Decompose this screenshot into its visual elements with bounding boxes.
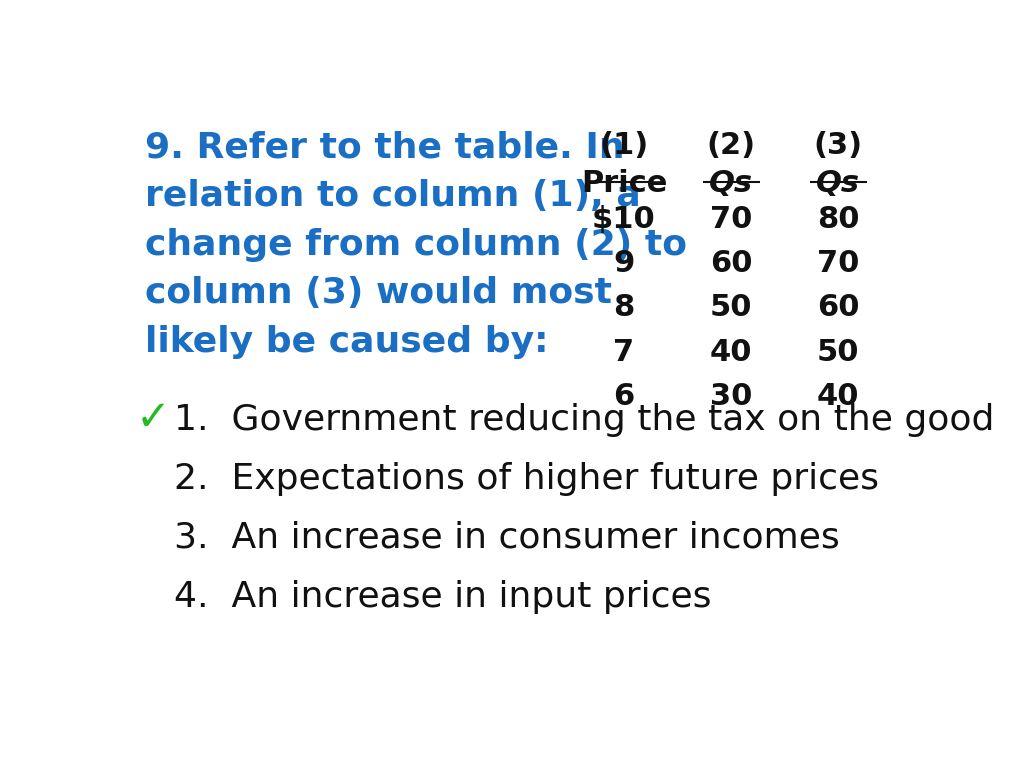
Text: (3): (3)	[814, 131, 863, 160]
Text: Qs: Qs	[816, 169, 860, 198]
Text: 80: 80	[817, 204, 859, 233]
Text: 50: 50	[710, 293, 753, 323]
Text: 40: 40	[817, 382, 859, 411]
Text: Price: Price	[581, 169, 668, 198]
Text: 70: 70	[710, 204, 753, 233]
Text: likely be caused by:: likely be caused by:	[145, 325, 549, 359]
Text: column (3) would most: column (3) would most	[145, 276, 612, 310]
Text: 9: 9	[613, 249, 635, 278]
Text: (2): (2)	[707, 131, 756, 160]
Text: change from column (2) to: change from column (2) to	[145, 227, 687, 262]
Text: 1.  Government reducing the tax on the good: 1. Government reducing the tax on the go…	[174, 402, 994, 437]
Text: 7: 7	[613, 338, 635, 366]
Text: 4.  An increase in input prices: 4. An increase in input prices	[174, 580, 712, 614]
Text: 8: 8	[613, 293, 635, 323]
Text: 6: 6	[613, 382, 635, 411]
Text: 60: 60	[817, 293, 859, 323]
Text: ✓: ✓	[136, 397, 171, 439]
Text: $10: $10	[592, 204, 656, 233]
Text: 9. Refer to the table. In: 9. Refer to the table. In	[145, 131, 625, 164]
Text: (1): (1)	[599, 131, 648, 160]
Text: 2.  Expectations of higher future prices: 2. Expectations of higher future prices	[174, 462, 879, 496]
Text: 30: 30	[710, 382, 753, 411]
Text: 70: 70	[817, 249, 859, 278]
Text: 50: 50	[817, 338, 859, 366]
Text: relation to column (1), a: relation to column (1), a	[145, 179, 641, 213]
Text: 40: 40	[710, 338, 753, 366]
Text: Qs: Qs	[710, 169, 753, 198]
Text: 3.  An increase in consumer incomes: 3. An increase in consumer incomes	[174, 521, 840, 555]
Text: 60: 60	[710, 249, 753, 278]
